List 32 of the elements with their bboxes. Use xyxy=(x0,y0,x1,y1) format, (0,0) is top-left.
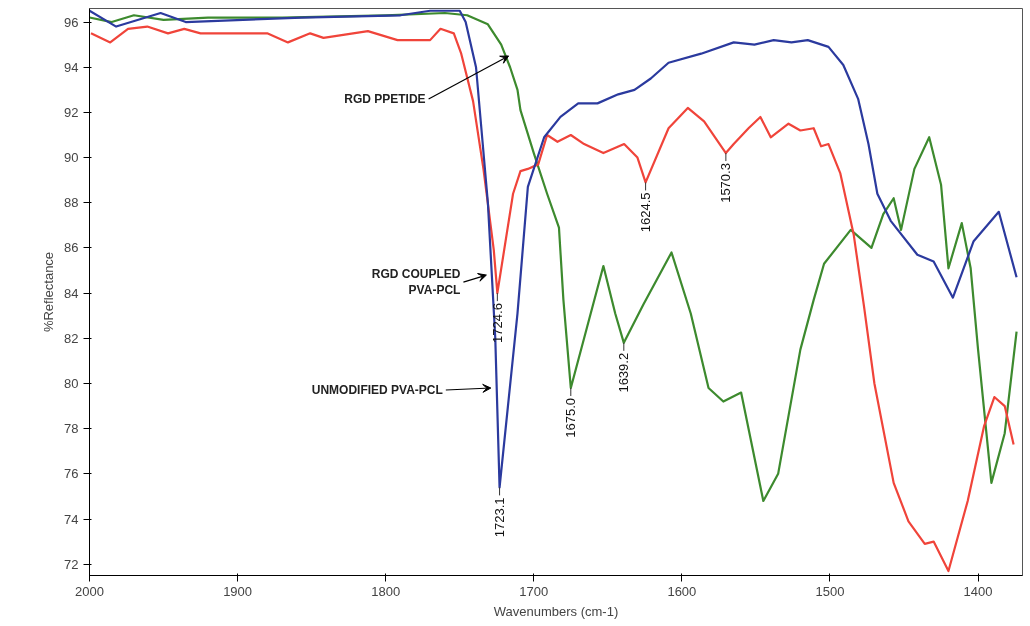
annotation: 1724.6 xyxy=(489,303,505,343)
x-tick-label: 1500 xyxy=(815,583,845,599)
annotation: RGD PPETIDE xyxy=(344,91,426,106)
line-series xyxy=(89,25,1015,573)
x-tick-label: 1700 xyxy=(519,583,549,599)
y-tick-label: 96 xyxy=(64,14,79,30)
y-tick-label: 94 xyxy=(64,59,79,75)
y-tick-label: 90 xyxy=(64,150,79,166)
y-tick-label: 80 xyxy=(64,375,79,391)
x-tick-label: 1600 xyxy=(667,583,697,599)
x-tick-label: 1800 xyxy=(371,583,401,599)
x-axis-title: Wavenumbers (cm-1) xyxy=(493,603,619,619)
y-tick-label: 82 xyxy=(64,330,79,346)
y-tick-label: 88 xyxy=(64,195,79,211)
annotation: 1675.0 xyxy=(563,398,579,438)
y-tick-label: 72 xyxy=(64,556,79,572)
annotation: 1639.2 xyxy=(616,352,632,393)
y-tick-label: 84 xyxy=(64,285,79,301)
annotation: UNMODIFIED PVA-PCL xyxy=(311,383,443,398)
annotation: 1723.1 xyxy=(492,497,508,538)
y-tick-label: 92 xyxy=(64,104,79,120)
y-tick-label: 74 xyxy=(64,511,79,527)
x-tick-label: 1400 xyxy=(963,583,993,599)
annotation: RGD COUPLED PVA-PCL xyxy=(371,266,461,298)
y-tick-label: 76 xyxy=(64,466,79,482)
y-tick-label: 86 xyxy=(64,240,79,256)
x-tick-label: 1900 xyxy=(223,583,253,599)
y-tick-label: 78 xyxy=(64,421,79,437)
annotation: 1624.5 xyxy=(638,192,654,233)
x-tick-label: 2000 xyxy=(75,583,104,599)
y-axis-title: %Reflectance xyxy=(41,251,57,333)
annotation: 1570.3 xyxy=(718,163,734,203)
